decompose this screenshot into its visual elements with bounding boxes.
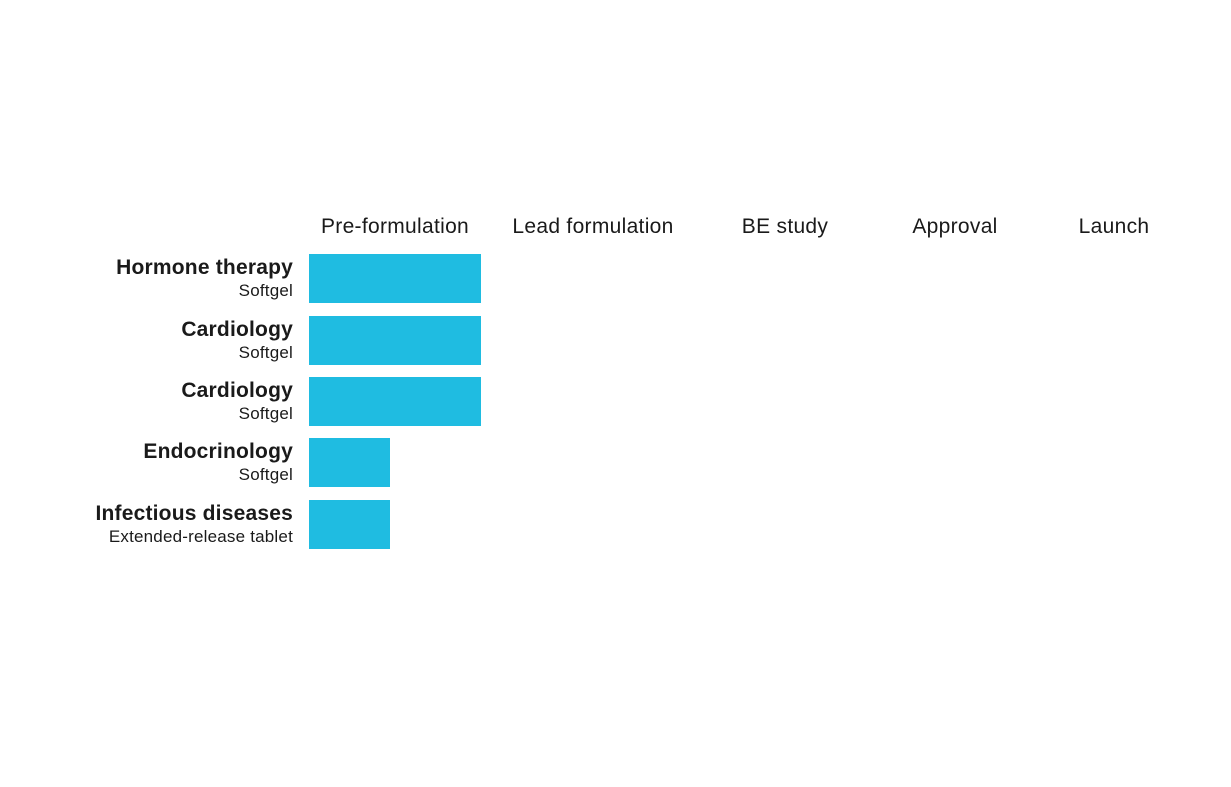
progress-bar [309, 377, 481, 426]
pipeline-row: Infectious diseases Extended-release tab… [0, 500, 1231, 549]
progress-bar [309, 316, 481, 365]
stage-header-approval: Approval [912, 215, 998, 238]
row-formulation-label: Softgel [238, 281, 293, 300]
pipeline-row: Hormone therapy Softgel [0, 254, 1231, 303]
stage-header-pre-formulation: Pre-formulation [320, 215, 470, 238]
row-formulation-label: Softgel [238, 343, 293, 362]
progress-bar [309, 254, 481, 303]
progress-bar [309, 500, 390, 549]
pipeline-row: Cardiology Softgel [0, 316, 1231, 365]
row-category-label: Infectious diseases [95, 502, 293, 525]
row-category-label: Cardiology [181, 379, 293, 402]
row-label-group: Hormone therapy Softgel [0, 254, 293, 303]
row-formulation-label: Softgel [238, 404, 293, 423]
row-label-group: Endocrinology Softgel [0, 438, 293, 487]
pipeline-row: Cardiology Softgel [0, 377, 1231, 426]
stage-header-lead-formulation: Lead formulation [512, 215, 674, 238]
stage-header-launch: Launch [1078, 215, 1150, 238]
row-formulation-label: Softgel [238, 465, 293, 484]
row-category-label: Endocrinology [143, 440, 293, 463]
progress-bar [309, 438, 390, 487]
stage-header-be-study: BE study [741, 215, 829, 238]
row-label-group: Cardiology Softgel [0, 316, 293, 365]
row-category-label: Hormone therapy [116, 256, 293, 279]
row-category-label: Cardiology [181, 318, 293, 341]
row-formulation-label: Extended-release tablet [108, 527, 293, 546]
row-label-group: Cardiology Softgel [0, 377, 293, 426]
pipeline-row: Endocrinology Softgel [0, 438, 1231, 487]
row-label-group: Infectious diseases Extended-release tab… [0, 500, 293, 549]
